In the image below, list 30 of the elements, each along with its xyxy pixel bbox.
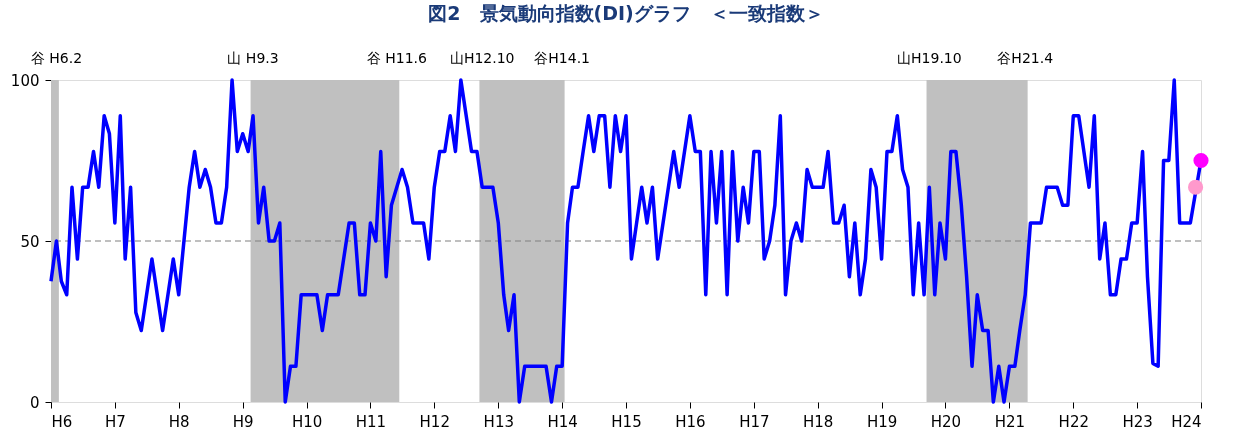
x-tick-label: H14 — [547, 412, 578, 431]
x-tick-label: H8 — [168, 412, 190, 431]
x-tick-label: H22 — [1058, 412, 1089, 431]
x-tick-label: H12 — [419, 412, 450, 431]
x-tick-label: H20 — [930, 412, 962, 431]
x-tick-label: H24 — [1171, 412, 1202, 431]
x-tick-label: H9 — [232, 412, 254, 431]
annotation: 谷H21.4 — [997, 50, 1054, 66]
x-tick-label: H10 — [291, 412, 323, 431]
annotation: 山 H9.3 — [227, 50, 279, 66]
annotation: 谷 H11.6 — [366, 50, 427, 66]
annotation: 谷H14.1 — [534, 50, 590, 66]
x-tick-label: H7 — [104, 412, 126, 431]
annotation: 谷 H6.2 — [30, 50, 83, 66]
x-tick-label: H17 — [739, 412, 770, 431]
x-tick-label: H13 — [483, 412, 514, 431]
y-tick-label: 100 — [10, 71, 40, 90]
y-tick-label: 50 — [20, 232, 40, 251]
x-tick-label: H11 — [355, 412, 387, 431]
annotation: 山H19.10 — [897, 50, 962, 66]
annotation: 山H12.10 — [449, 50, 515, 66]
x-tick-label: H21 — [994, 412, 1026, 431]
x-tick-label: H23 — [1122, 412, 1153, 431]
x-tick-label: H16 — [675, 412, 706, 431]
y-tick-label: 0 — [29, 393, 40, 412]
x-tick-label: H19 — [866, 412, 898, 431]
x-tick-label: H6 — [51, 412, 73, 431]
chart-title: 図2 景気動向指数(DI)グラフ ＜一致指数＞ — [428, 2, 824, 24]
x-tick-label: H18 — [803, 412, 834, 431]
x-tick-label: H15 — [611, 412, 642, 431]
